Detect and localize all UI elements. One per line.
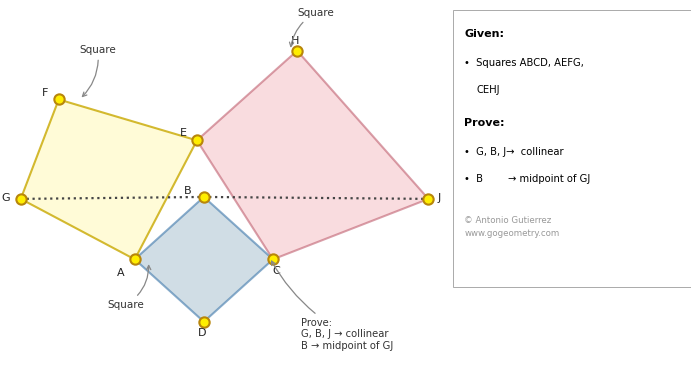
Point — [267, 256, 278, 262]
Text: H: H — [291, 36, 299, 46]
Text: J: J — [437, 193, 440, 203]
Point — [292, 48, 303, 54]
Point — [198, 194, 209, 200]
Text: Square: Square — [107, 266, 151, 310]
Text: G: G — [1, 193, 10, 203]
Text: Prove:: Prove: — [464, 118, 505, 128]
Point — [198, 319, 209, 325]
Text: D: D — [198, 328, 207, 339]
Text: F: F — [41, 88, 48, 98]
Polygon shape — [135, 197, 273, 322]
Text: •  Squares ABCD, AEFG,: • Squares ABCD, AEFG, — [464, 58, 584, 69]
FancyBboxPatch shape — [453, 10, 691, 287]
Text: Square: Square — [290, 7, 334, 46]
Point — [423, 196, 434, 202]
Text: C: C — [272, 266, 281, 276]
Polygon shape — [21, 99, 197, 259]
Text: B: B — [184, 186, 192, 196]
Text: E: E — [180, 128, 187, 138]
Text: Given:: Given: — [464, 29, 504, 39]
Point — [53, 96, 64, 103]
Text: CEHJ: CEHJ — [477, 85, 500, 95]
Point — [191, 137, 202, 144]
Polygon shape — [197, 51, 428, 259]
Text: A: A — [117, 268, 125, 278]
Text: Prove:
G, B, J → collinear
B → midpoint of GJ: Prove: G, B, J → collinear B → midpoint … — [272, 261, 393, 351]
Text: Square: Square — [79, 44, 116, 96]
Text: •  B        → midpoint of GJ: • B → midpoint of GJ — [464, 174, 591, 184]
Point — [129, 256, 140, 262]
Point — [15, 196, 26, 202]
Text: © Antonio Gutierrez
www.gogeometry.com: © Antonio Gutierrez www.gogeometry.com — [464, 216, 560, 238]
Text: •  G, B, J→  collinear: • G, B, J→ collinear — [464, 147, 564, 158]
